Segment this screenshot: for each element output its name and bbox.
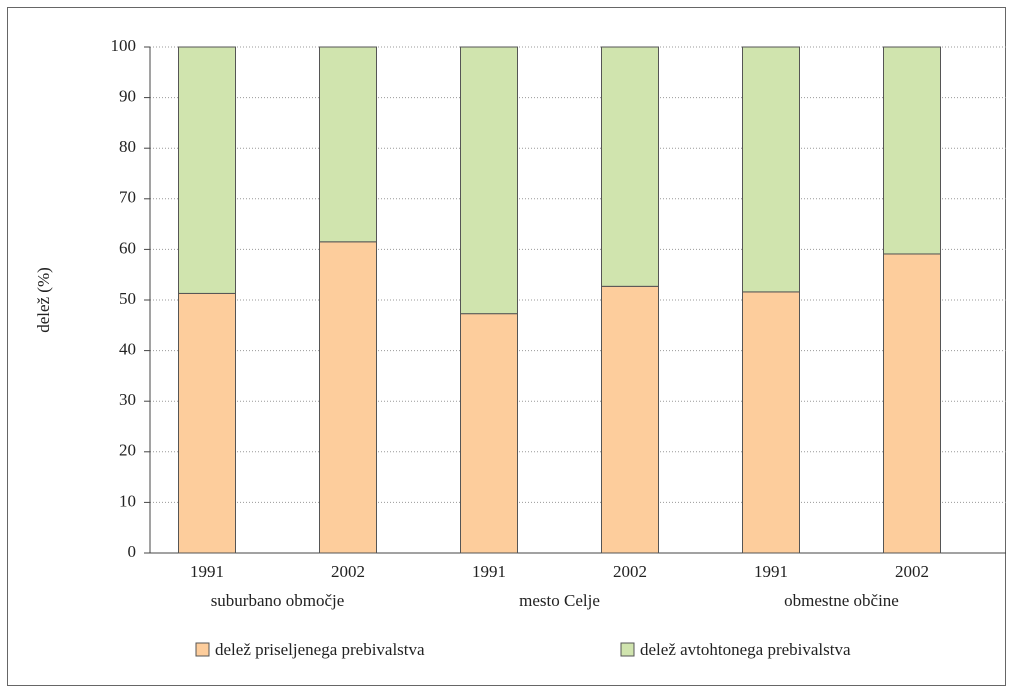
bar-segment	[178, 292, 236, 554]
y-tick-label: 100	[111, 36, 137, 55]
group-label: mesto Celje	[519, 591, 600, 610]
legend-swatch	[195, 642, 210, 657]
bar-segment	[460, 46, 518, 315]
y-tick-label: 0	[128, 542, 137, 561]
bar-segment	[601, 46, 659, 287]
bar-segment	[460, 313, 518, 554]
bar-segment	[883, 253, 941, 554]
bar-segment	[883, 46, 941, 255]
x-tick-label: 2002	[331, 562, 365, 581]
bar-segment	[319, 241, 377, 554]
bar-segment	[601, 285, 659, 554]
group-label: suburbano območje	[211, 591, 345, 610]
y-tick-label: 70	[119, 188, 136, 207]
bar-segment	[178, 46, 236, 294]
y-tick-label: 30	[119, 390, 136, 409]
bar-segment	[742, 291, 800, 554]
bar-segment	[742, 46, 800, 293]
y-axis-title: delež (%)	[34, 267, 53, 333]
y-tick-label: 60	[119, 238, 136, 257]
y-tick-label: 40	[119, 340, 136, 359]
frame	[7, 7, 1006, 686]
y-tick-label: 20	[119, 441, 136, 460]
y-tick-label: 80	[119, 137, 136, 156]
x-tick-label: 1991	[472, 562, 506, 581]
x-tick-label: 1991	[754, 562, 788, 581]
legend-swatch	[620, 642, 635, 657]
legend-label: delež avtohtonega prebivalstva	[640, 640, 851, 659]
y-tick-label: 50	[119, 289, 136, 308]
bar-segment	[319, 46, 377, 243]
y-tick-label: 10	[119, 491, 136, 510]
y-tick-label: 90	[119, 87, 136, 106]
x-tick-label: 2002	[613, 562, 647, 581]
x-tick-label: 2002	[895, 562, 929, 581]
legend-label: delež priseljenega prebivalstva	[215, 640, 425, 659]
x-tick-label: 1991	[190, 562, 224, 581]
group-label: obmestne občine	[784, 591, 899, 610]
